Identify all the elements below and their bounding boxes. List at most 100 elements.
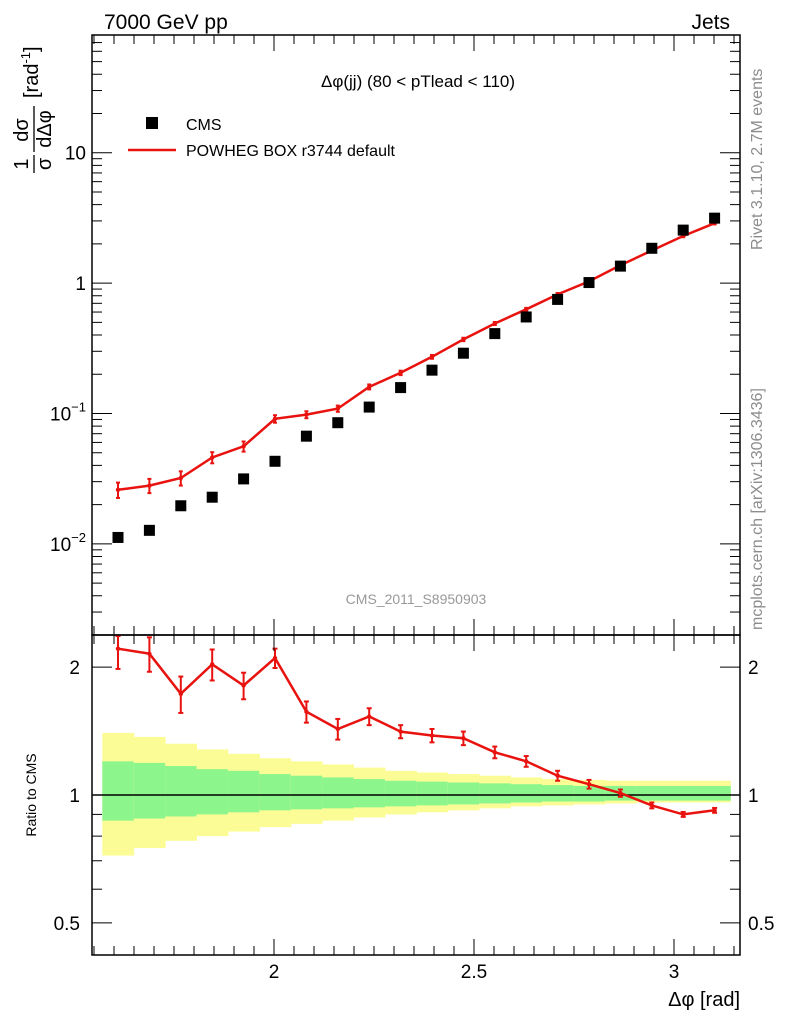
legend-cms-marker <box>146 117 158 129</box>
tick-exponent: −2 <box>71 530 86 545</box>
ratio-point <box>586 782 592 787</box>
band-inner-bin <box>259 774 292 811</box>
mc-point <box>335 406 340 411</box>
ratio-point <box>210 662 215 667</box>
ratio-uncertainty-bands <box>102 732 731 856</box>
cms-data-point <box>112 531 124 543</box>
band-inner-bin <box>384 780 417 807</box>
rivet-version-label: Rivet 3.1.10, 2.7M events <box>749 69 766 250</box>
ratio-y-tick-label-left: 1 <box>69 786 80 807</box>
band-inner-bin <box>102 761 135 821</box>
ratio-point <box>335 726 340 732</box>
main-y-tick-label: 10−2 <box>50 530 86 556</box>
mc-point <box>398 370 403 376</box>
ratio-y-tick-label-right: 0.5 <box>748 914 774 935</box>
cms-data-point <box>677 224 689 236</box>
mc-point <box>304 412 309 417</box>
legend-powheg-label: POWHEG BOX r3744 default <box>186 143 396 160</box>
ratio-y-tick-label-left: 2 <box>69 658 80 679</box>
band-inner-bin <box>447 782 480 805</box>
ratio-point <box>398 729 403 734</box>
main-y-tick-label: 10 <box>65 144 86 165</box>
x-tick-label: 2.5 <box>461 962 487 983</box>
band-inner-bin <box>133 762 166 819</box>
ylabel-unit-text: [rad <box>21 64 43 98</box>
mc-point <box>178 475 183 481</box>
ratio-point <box>147 651 152 656</box>
ratio-point <box>241 683 246 688</box>
cms-data-point <box>489 328 501 340</box>
ylabel-lhs-numerator: 1 <box>11 158 33 169</box>
tick-base: 1 <box>75 274 86 295</box>
process-label: Jets <box>691 11 730 34</box>
band-inner-bin <box>573 785 606 802</box>
ylabel-unit-exponent: -1 <box>18 52 33 64</box>
ratio-point <box>429 733 435 738</box>
ratio-point <box>618 790 623 796</box>
ratio-panel: 0.5 0.5 1 1 2 2 2 2.5 3 Ratio to CMS Δφ [rad] <box>23 634 774 1011</box>
main-y-axis-label: 1 σ dσ dΔφ [rad-1] <box>11 46 56 173</box>
ratio-plot-data <box>115 635 718 818</box>
x-axis-label: Δφ [rad] <box>668 989 740 1011</box>
mc-point <box>115 487 121 492</box>
x-tick-label: 2 <box>269 962 280 983</box>
tick-exponent: −1 <box>71 399 86 414</box>
ratio-point <box>461 736 466 741</box>
ratio-y-tick-label-right: 2 <box>748 658 759 679</box>
mc-point <box>147 483 152 488</box>
cms-data-point <box>395 382 407 394</box>
cms-data-point <box>269 455 281 467</box>
ratio-y-axis-label: Ratio to CMS <box>23 753 39 836</box>
cms-data-point <box>143 524 155 536</box>
band-inner-bin <box>227 770 260 813</box>
ratio-point <box>178 691 183 697</box>
tick-base: 10 <box>65 144 86 165</box>
mc-point <box>241 444 246 449</box>
ylabel-unit-close: ] <box>21 46 43 52</box>
ratio-y-tick-label-left: 0.5 <box>54 914 80 935</box>
cms-data-point <box>332 417 344 429</box>
ratio-point <box>367 714 372 719</box>
band-inner-bin <box>510 784 543 803</box>
cms-data-point <box>426 364 438 376</box>
ratio-point <box>492 750 497 755</box>
legend-cms-label: CMS <box>186 117 222 134</box>
ylabel-rhs-denominator: dΔφ <box>34 110 56 147</box>
main-plot-data <box>112 212 721 543</box>
ratio-point <box>524 759 529 764</box>
cms-data-point <box>175 500 187 512</box>
cms-data-point <box>520 311 532 323</box>
band-inner-bin <box>636 785 669 801</box>
ratio-mc-line <box>117 647 715 816</box>
tick-base: 10 <box>50 535 71 556</box>
band-inner-bin <box>541 785 574 802</box>
band-inner-bin <box>196 769 229 815</box>
cms-data-point <box>457 347 469 359</box>
cms-data-point <box>300 430 312 442</box>
cms-data-point <box>238 473 250 485</box>
ratio-point <box>115 646 121 651</box>
mc-point <box>461 337 466 342</box>
main-axis-ticks <box>92 34 740 636</box>
band-inner-bin <box>416 781 449 806</box>
cms-data-point <box>552 293 564 305</box>
ratio-point <box>712 808 717 813</box>
ratio-point <box>304 709 309 714</box>
x-tick-label: 3 <box>669 962 680 983</box>
ratio-y-tick-label-right: 1 <box>748 786 759 807</box>
ratio-axis-ticks <box>92 635 740 955</box>
mc-point <box>272 416 278 422</box>
band-inner-bin <box>322 777 355 809</box>
band-inner-bin <box>353 779 386 808</box>
source-label: mcplots.cern.ch [arXiv:1306.3436] <box>749 388 766 630</box>
mc-point <box>492 321 497 326</box>
ylabel-lhs-denominator: σ <box>34 157 56 170</box>
ratio-point <box>555 773 560 778</box>
cms-data-point <box>363 401 375 413</box>
cms-data-point <box>614 260 626 272</box>
tick-base: 10 <box>50 404 71 425</box>
energy-label: 7000 GeV pp <box>104 11 228 34</box>
